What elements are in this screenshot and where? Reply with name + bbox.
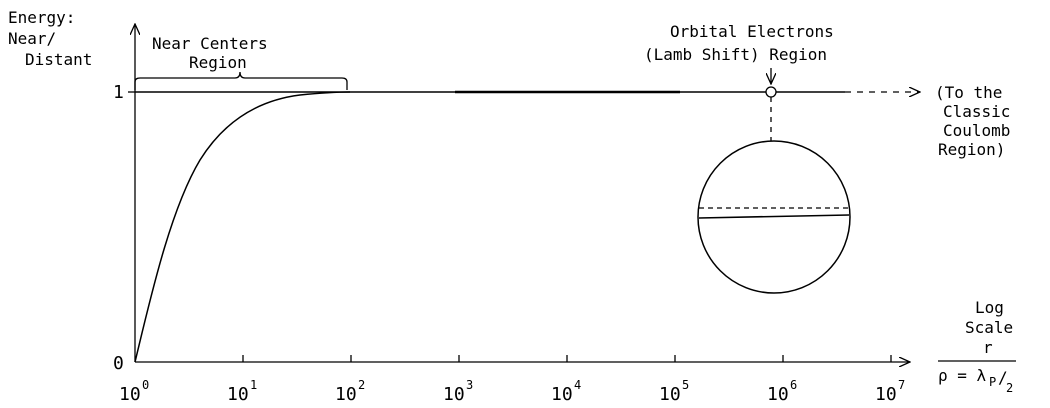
orbital-point-circle [765,86,777,98]
x-tick-exponent-0: 0 [142,378,149,392]
classic-label-line1: (To the [935,83,1002,102]
classic-label-line4: Region) [938,140,1005,159]
x-tick-exponent-3: 3 [466,378,473,392]
x-tick-exponent-5: 5 [682,378,689,392]
x-tick-labels: 10 0 10 1 10 2 10 3 10 4 10 5 10 6 10 7 [119,378,905,405]
x-axis-label-slash: / [998,368,1008,387]
x-tick-label-6: 10 [767,384,789,405]
y-axis-label-line3: Distant [25,50,92,69]
x-tick-exponent-7: 7 [898,378,905,392]
x-tick-exponent-2: 2 [358,378,365,392]
x-tick-marks [242,355,892,362]
x-tick-exponent-1: 1 [250,378,257,392]
energy-curve [134,91,351,363]
x-tick-label-2: 10 [335,384,357,405]
x-tick-exponent-6: 6 [790,378,797,392]
x-axis-label-two: 2 [1006,381,1013,395]
magnified-solid-line [698,214,850,219]
x-tick-label-0: 10 [119,384,141,405]
orbital-label-line2: (Lamb Shift) Region [644,45,827,64]
x-tick-label-7: 10 [875,384,897,405]
x-axis-label-log: Log [975,298,1004,317]
y-tick-1-label: 1 [113,82,124,103]
near-centers-brace [134,71,348,90]
x-tick-label-5: 10 [659,384,681,405]
orbital-label-line1: Orbital Electrons [670,22,834,41]
y-tick-0-label: 0 [113,353,124,374]
x-axis-label-denominator: ρ = λ [938,366,987,385]
y-axis-label-line2: Near/ [8,29,56,48]
x-axis-label-numerator: r [983,338,993,357]
x-tick-exponent-4: 4 [574,378,581,392]
x-axis-label-scale: Scale [965,318,1013,337]
x-tick-label-3: 10 [443,384,465,405]
x-tick-label-4: 10 [551,384,573,405]
classic-label-line3: Coulomb [943,121,1010,140]
x-axis-label-subscript-p: P [989,375,996,389]
near-centers-label-line2: Region [189,53,247,72]
x-tick-label-1: 10 [227,384,249,405]
classic-label-line2: Classic [943,102,1010,121]
y-axis-label-line1: Energy: [8,8,75,27]
near-centers-label-line1: Near Centers [152,34,268,53]
